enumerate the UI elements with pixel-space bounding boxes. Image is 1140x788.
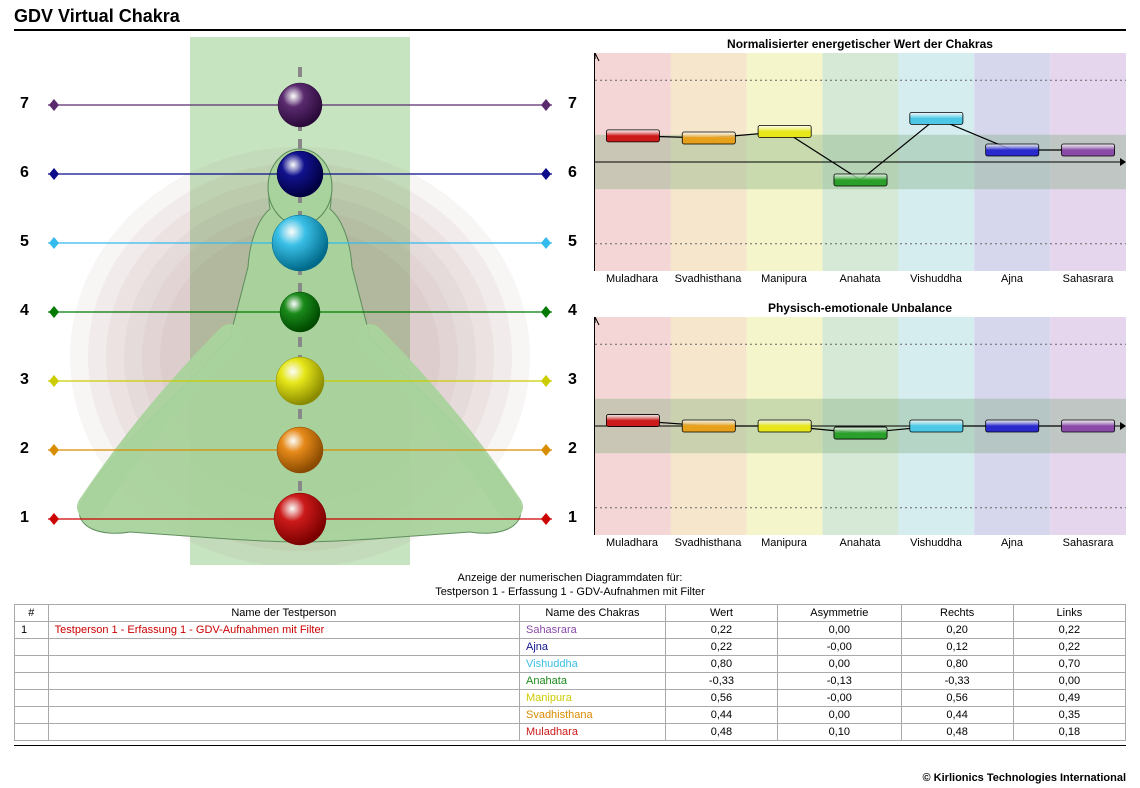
x-category: Ajna bbox=[974, 273, 1050, 285]
x-category: Ajna bbox=[974, 537, 1050, 549]
x-category: Anahata bbox=[822, 537, 898, 549]
table-row: Ajna0,22-0,000,120,22 bbox=[15, 638, 1126, 655]
table-row: 1Testperson 1 - Erfassung 1 - GDV-Aufnah… bbox=[15, 621, 1126, 638]
level-number: 2 bbox=[20, 440, 29, 458]
x-category: Svadhisthana bbox=[670, 273, 746, 285]
level-number: 6 bbox=[20, 164, 29, 182]
level-number: 5 bbox=[20, 233, 29, 251]
chart1-area: 0,480,440,56-0,330,800,220,22 bbox=[594, 53, 1126, 271]
table-header: Links bbox=[1013, 604, 1125, 621]
chart2-title: Physisch-emotionale Unbalance bbox=[594, 301, 1126, 315]
chart2-xlabels: MuladharaSvadhisthanaManipuraAnahataVish… bbox=[594, 537, 1126, 549]
footer-rule bbox=[14, 745, 1126, 746]
x-category: Svadhisthana bbox=[670, 537, 746, 549]
x-category: Manipura bbox=[746, 273, 822, 285]
x-category: Anahata bbox=[822, 273, 898, 285]
table-row: Vishuddha0,800,000,800,70 bbox=[15, 655, 1126, 672]
table-row: Anahata-0,33-0,13-0,330,00 bbox=[15, 672, 1126, 689]
chart1-title: Normalisierter energetischer Wert der Ch… bbox=[594, 37, 1126, 51]
level-number: 3 bbox=[568, 371, 577, 389]
table-row: Muladhara0,480,100,480,18 bbox=[15, 723, 1126, 740]
chart-energy: Normalisierter energetischer Wert der Ch… bbox=[594, 37, 1126, 299]
level-number: 1 bbox=[568, 509, 577, 527]
x-category: Muladhara bbox=[594, 273, 670, 285]
chakra-body-panel: 1 1 2 2 3 3 4 4 5 5 6 6 7 7 bbox=[14, 37, 586, 565]
x-category: Vishuddha bbox=[898, 273, 974, 285]
chart2-area: 0,100,00-0,00-0,130,00-0,000,00 bbox=[594, 317, 1126, 535]
table-header: Rechts bbox=[901, 604, 1013, 621]
table-row: Svadhisthana0,440,000,440,35 bbox=[15, 706, 1126, 723]
x-category: Muladhara bbox=[594, 537, 670, 549]
level-number: 5 bbox=[568, 233, 577, 251]
x-category: Sahasrara bbox=[1050, 537, 1126, 549]
table-header: Asymmetrie bbox=[778, 604, 901, 621]
chart1-xlabels: MuladharaSvadhisthanaManipuraAnahataVish… bbox=[594, 273, 1126, 285]
table-header: # bbox=[15, 604, 49, 621]
table-header: Name des Chakras bbox=[519, 604, 665, 621]
data-table: #Name der TestpersonName des ChakrasWert… bbox=[14, 604, 1126, 741]
level-number: 7 bbox=[20, 95, 29, 113]
level-number: 6 bbox=[568, 164, 577, 182]
table-caption: Anzeige der numerischen Diagrammdaten fü… bbox=[14, 571, 1126, 600]
x-category: Manipura bbox=[746, 537, 822, 549]
top-row: 1 1 2 2 3 3 4 4 5 5 6 6 7 7 Normalisierter energetisc… bbox=[14, 37, 1126, 565]
footer-text: © Kirlionics Technologies International bbox=[923, 772, 1126, 784]
chart-unbalance: Physisch-emotionale Unbalance 0,100,00-0… bbox=[594, 301, 1126, 563]
level-number: 4 bbox=[20, 302, 29, 320]
page-title: GDV Virtual Chakra bbox=[14, 6, 1126, 27]
x-category: Sahasrara bbox=[1050, 273, 1126, 285]
charts-column: Normalisierter energetischer Wert der Ch… bbox=[594, 37, 1126, 565]
level-number: 3 bbox=[20, 371, 29, 389]
level-number: 4 bbox=[568, 302, 577, 320]
table-row: Manipura0,56-0,000,560,49 bbox=[15, 689, 1126, 706]
level-number: 2 bbox=[568, 440, 577, 458]
x-category: Vishuddha bbox=[898, 537, 974, 549]
level-number: 7 bbox=[568, 95, 577, 113]
table-header: Wert bbox=[665, 604, 777, 621]
level-number: 1 bbox=[20, 509, 29, 527]
title-rule bbox=[14, 29, 1126, 31]
chakra-body-svg bbox=[14, 37, 586, 565]
table-header: Name der Testperson bbox=[48, 604, 519, 621]
